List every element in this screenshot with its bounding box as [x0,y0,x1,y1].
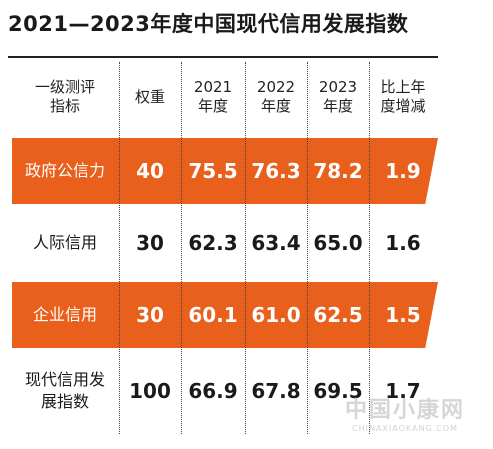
row-value-2023: 69.5 [313,379,363,403]
row-label: 政府公信力 [24,161,105,180]
row-label-line2: 展指数 [40,392,89,411]
header-2021-line2: 年度 [197,97,228,115]
row-value-2021: 75.5 [188,159,238,183]
row-value-2023: 65.0 [313,231,363,255]
row-label-line1: 现代信用发 [24,370,105,389]
header-indicator: 一级测评 指标 [12,62,118,132]
row-weight: 30 [136,231,164,255]
column-divider [369,62,370,434]
row-value-2022: 61.0 [251,303,301,327]
highlight-band-row-3 [12,282,438,348]
header-2023-line2: 年度 [322,97,353,115]
column-divider [181,62,182,434]
top-rule [8,56,438,58]
table-title: 2021—2023年度中国现代信用发展指数 [8,12,409,36]
row-value-2021: 62.3 [188,231,238,255]
header-2022-line1: 2022 [256,78,296,96]
row-change: 1.5 [385,303,421,327]
header-indicator-line1: 一级测评 [34,78,95,96]
highlight-band-row-1 [12,138,438,204]
column-divider [245,62,246,434]
row-value-2022: 76.3 [251,159,301,183]
header-2023-line1: 2023 [318,78,358,96]
header-2022-line2: 年度 [260,97,291,115]
row-weight: 100 [129,379,171,403]
row-value-2021: 60.1 [188,303,238,327]
row-value-2023: 62.5 [313,303,363,327]
row-change: 1.7 [385,379,421,403]
header-change-line1: 比上年 [380,78,426,96]
row-change: 1.6 [385,231,421,255]
row-value-2023: 78.2 [313,159,363,183]
row-weight: 40 [136,159,164,183]
row-label: 人际信用 [32,233,97,252]
header-change: 比上年 度增减 [370,62,436,132]
row-label: 现代信用发 展指数 [12,354,118,428]
row-label: 企业信用 [32,305,97,324]
row-change: 1.9 [385,159,421,183]
header-weight: 权重 [120,62,180,132]
column-divider [307,62,308,434]
header-2021: 2021 年度 [182,62,244,132]
header-2023: 2023 年度 [308,62,368,132]
column-divider [119,62,120,434]
header-change-line2: 度增减 [380,97,426,115]
row-weight: 30 [136,303,164,327]
header-weight-text: 权重 [134,87,165,106]
row-value-2022: 63.4 [251,231,301,255]
header-indicator-line2: 指标 [49,97,80,115]
row-value-2021: 66.9 [188,379,238,403]
header-2021-line1: 2021 [193,78,233,96]
header-2022: 2022 年度 [246,62,306,132]
row-value-2022: 67.8 [251,379,301,403]
